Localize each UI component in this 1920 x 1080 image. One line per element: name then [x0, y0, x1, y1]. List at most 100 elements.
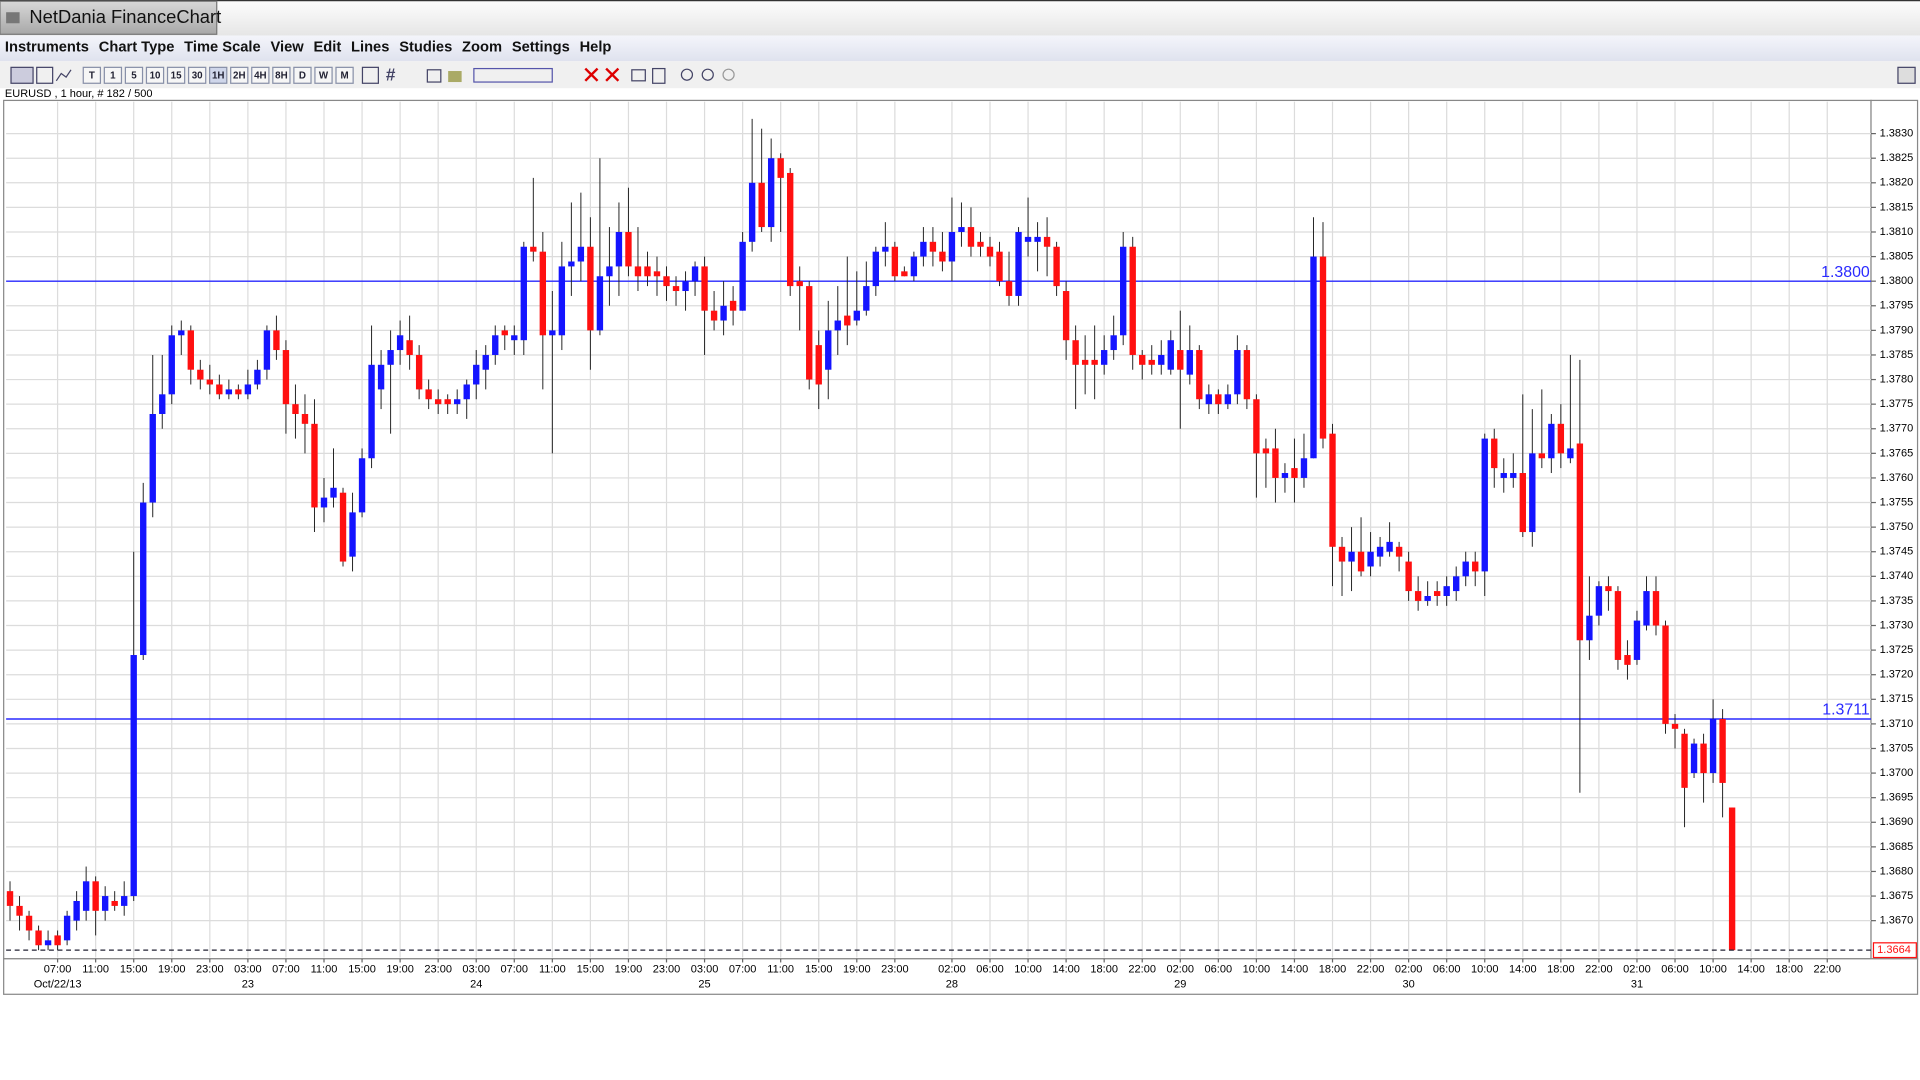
candle-body	[1034, 236, 1041, 242]
menu-item[interactable]: Studies	[399, 40, 452, 56]
icon-zoom-reset[interactable]	[722, 68, 735, 81]
y-tick-label: 1.3760	[1880, 472, 1914, 484]
timescale-button[interactable]	[145, 66, 165, 84]
candle-body	[254, 369, 261, 385]
y-tick-label: 1.3770	[1880, 423, 1914, 435]
timescale-label[interactable]: W	[319, 71, 329, 82]
timescale-label[interactable]: 8H	[275, 71, 288, 82]
menu-item[interactable]: Help	[580, 40, 612, 56]
icon-study[interactable]	[426, 69, 442, 83]
icon-chart[interactable]	[10, 66, 34, 84]
timescale-button[interactable]	[272, 66, 291, 84]
candle-body	[1662, 625, 1669, 724]
timescale-label[interactable]: 1H	[212, 71, 225, 82]
timescale-button[interactable]	[230, 66, 249, 84]
candle-body	[54, 935, 61, 946]
timescale-button[interactable]	[103, 66, 123, 84]
icon-zoom-in[interactable]	[680, 68, 694, 81]
menu-item[interactable]: Zoom	[462, 40, 502, 56]
icon-delete[interactable]	[584, 67, 599, 82]
candle-body	[1519, 473, 1526, 533]
y-tick-label: 1.3700	[1880, 767, 1914, 779]
candle-body	[1053, 246, 1060, 287]
candle-body	[1243, 350, 1251, 400]
candle-body	[140, 502, 147, 656]
icon-lines[interactable]	[473, 67, 553, 83]
menu-item[interactable]: Time Scale	[184, 40, 260, 56]
timescale-label[interactable]: M	[340, 71, 348, 82]
menu-item[interactable]: Chart Type	[99, 40, 175, 56]
candle-body	[910, 256, 918, 277]
timescale-button[interactable]	[124, 66, 144, 84]
icon-line[interactable]	[55, 69, 72, 82]
timescale-label[interactable]: 4H	[254, 71, 267, 82]
icon-print[interactable]	[631, 69, 646, 82]
y-tick-label: 1.3755	[1880, 496, 1914, 508]
timescale-label[interactable]: T	[89, 71, 95, 82]
candle-body	[425, 389, 432, 400]
candle-body	[1700, 743, 1707, 774]
candle-body	[1329, 433, 1336, 547]
candle-body	[1405, 561, 1412, 592]
candle-body	[748, 182, 756, 242]
timescale-label[interactable]: 1	[110, 71, 116, 82]
candle-body	[101, 896, 109, 911]
timescale-label[interactable]: D	[299, 71, 306, 82]
timescale-label[interactable]: 30	[192, 71, 203, 82]
y-tick-label: 1.3815	[1880, 201, 1914, 213]
x-tick-label: 22:00	[1128, 964, 1156, 976]
icon-crosshair[interactable]	[361, 66, 379, 84]
icon-volume[interactable]	[448, 71, 462, 83]
menu-item[interactable]: Edit	[313, 40, 341, 56]
menu-item[interactable]: Lines	[351, 40, 389, 56]
icon-delete-all[interactable]	[605, 67, 620, 82]
candle-body	[444, 399, 451, 405]
timescale-button[interactable]	[335, 66, 354, 84]
candle-body	[1024, 236, 1032, 242]
icon-panel[interactable]	[1897, 66, 1916, 84]
timescale-button[interactable]	[314, 66, 333, 84]
icon-grid[interactable]: #	[386, 64, 396, 84]
timescale-label[interactable]: 2H	[233, 71, 246, 82]
menu-item[interactable]: Settings	[512, 40, 570, 56]
candle-body	[1643, 591, 1650, 626]
candle-body	[159, 394, 166, 414]
timescale-button[interactable]	[82, 66, 102, 84]
icon-bars[interactable]	[36, 66, 54, 84]
candle-body	[844, 315, 851, 326]
y-tick-label: 1.3745	[1880, 546, 1914, 558]
timescale-label[interactable]: 5	[131, 71, 137, 82]
time-axis	[3, 958, 1919, 995]
y-tick-label: 1.3720	[1880, 669, 1914, 681]
x-tick-label: 06:00	[976, 964, 1004, 976]
menu-item[interactable]: View	[270, 40, 304, 56]
x-tick-label: 14:00	[1737, 964, 1765, 976]
candle-body	[558, 266, 566, 336]
date-label: 30	[1402, 978, 1414, 990]
candle-body	[1491, 438, 1498, 469]
menu-item[interactable]: Instruments	[5, 40, 89, 56]
timescale-button[interactable]	[293, 66, 312, 84]
icon-zoom-out[interactable]	[701, 68, 714, 81]
y-tick-label: 1.3725	[1880, 644, 1914, 656]
icon-preview[interactable]	[652, 67, 666, 84]
timescale-button[interactable]	[187, 66, 207, 84]
candle-body	[1529, 453, 1536, 533]
x-tick-label: 06:00	[1661, 964, 1689, 976]
instrument-label: EURUSD , 1 hour, # 182 / 500	[5, 88, 153, 100]
timescale-label[interactable]: 15	[171, 71, 182, 82]
candle-body	[35, 930, 42, 946]
candle-body	[606, 266, 613, 277]
candle-body	[739, 241, 746, 311]
timescale-button[interactable]	[251, 66, 270, 84]
candle-body	[577, 246, 585, 262]
timescale-button[interactable]	[209, 66, 228, 84]
timescale-button[interactable]	[166, 66, 186, 84]
title-bar	[0, 0, 1920, 36]
candle-body	[358, 458, 366, 513]
y-tick-label: 1.3675	[1880, 890, 1914, 902]
candle-body	[111, 900, 118, 906]
candle-body	[1453, 576, 1460, 592]
timescale-label[interactable]: 10	[150, 71, 161, 82]
